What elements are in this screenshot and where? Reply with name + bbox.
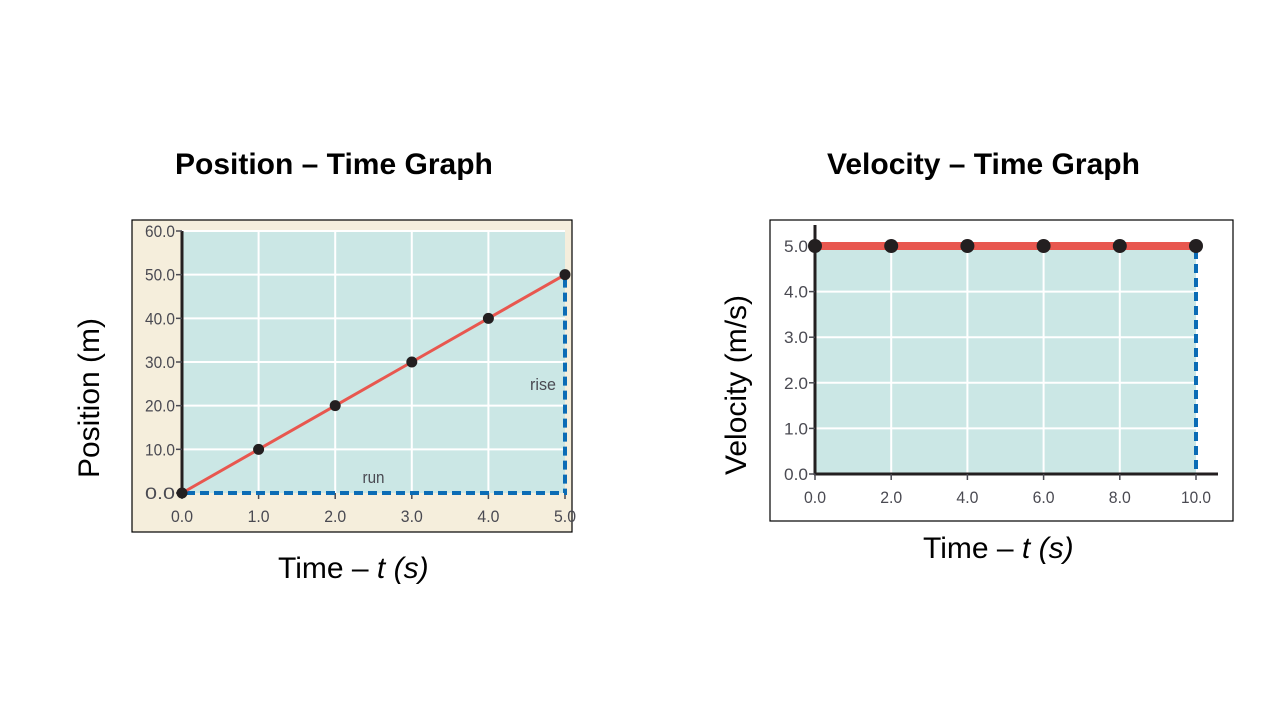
x-axis-label-prefix: Time – xyxy=(278,552,377,585)
x-tick-label: 5.0 xyxy=(554,507,576,526)
x-tick-label: 0.0 xyxy=(804,488,826,507)
x-axis-label-prefix: Time – xyxy=(923,532,1022,565)
data-point xyxy=(482,312,494,324)
y-tick-label: 10.0 xyxy=(145,440,175,459)
plot-area xyxy=(815,246,1196,474)
y-tick-label: 0.0 xyxy=(145,484,175,503)
x-tick-label: 2.0 xyxy=(880,488,902,507)
y-tick-label: 3.0 xyxy=(784,328,808,347)
data-point xyxy=(559,269,571,281)
data-point xyxy=(808,239,822,253)
y-tick-label: 40.0 xyxy=(145,309,175,328)
y-tick-label: 60.0 xyxy=(145,222,175,241)
y-tick-label: 1.0 xyxy=(784,419,808,438)
x-tick-label: 3.0 xyxy=(401,507,423,526)
data-line xyxy=(181,273,566,495)
data-point xyxy=(253,443,265,455)
x-tick-label: 8.0 xyxy=(1109,488,1131,507)
x-tick-label: 10.0 xyxy=(1181,488,1211,507)
data-point xyxy=(176,487,188,499)
data-point xyxy=(1112,239,1127,253)
data-point xyxy=(1036,239,1051,253)
velocity-time-chart: 0.0 1.0 2.0 3.0 4.0 5.0 0.0 2.0 4.0 6.0 8.0 10.0 xyxy=(769,219,1234,522)
y-tick-label: 50.0 xyxy=(145,266,175,285)
x-tick-label: 4.0 xyxy=(477,507,499,526)
data-point xyxy=(329,400,341,412)
x-axis-label-unit: (s) xyxy=(1038,532,1074,565)
data-point xyxy=(406,356,418,368)
y-tick-label: 20.0 xyxy=(145,397,175,416)
rise-annotation: rise xyxy=(530,375,556,394)
y-tick-label: 30.0 xyxy=(145,353,175,372)
x-tick-label: 0.0 xyxy=(171,507,193,526)
x-tick-label: 2.0 xyxy=(324,507,346,526)
x-axis-label-variable: t xyxy=(1021,532,1031,565)
position-x-axis-label: Time – t (s) xyxy=(278,552,429,586)
x-axis-label-unit: (s) xyxy=(393,552,429,585)
x-tick-label: 1.0 xyxy=(248,507,270,526)
x-axis-label-variable: t xyxy=(376,552,386,585)
y-tick-label: 2.0 xyxy=(784,374,808,393)
y-tick-label: 4.0 xyxy=(784,283,808,302)
position-chart-title: Position – Time Graph xyxy=(175,148,493,181)
data-point xyxy=(1189,239,1203,253)
y-tick-label: 5.0 xyxy=(784,237,808,256)
velocity-chart-title: Velocity – Time Graph xyxy=(827,148,1140,181)
data-point xyxy=(884,239,899,253)
x-tick-label: 4.0 xyxy=(956,488,978,507)
y-tick-label: 0.0 xyxy=(784,465,808,484)
velocity-x-axis-label: Time – t (s) xyxy=(923,532,1074,566)
position-time-chart: 0.0 10.0 20.0 30.0 40.0 50.0 60.0 0.0 1.0 2.0 3.0 4… xyxy=(131,219,576,533)
run-annotation: run xyxy=(363,468,385,487)
x-tick-label: 6.0 xyxy=(1033,488,1055,507)
data-point xyxy=(960,239,975,253)
